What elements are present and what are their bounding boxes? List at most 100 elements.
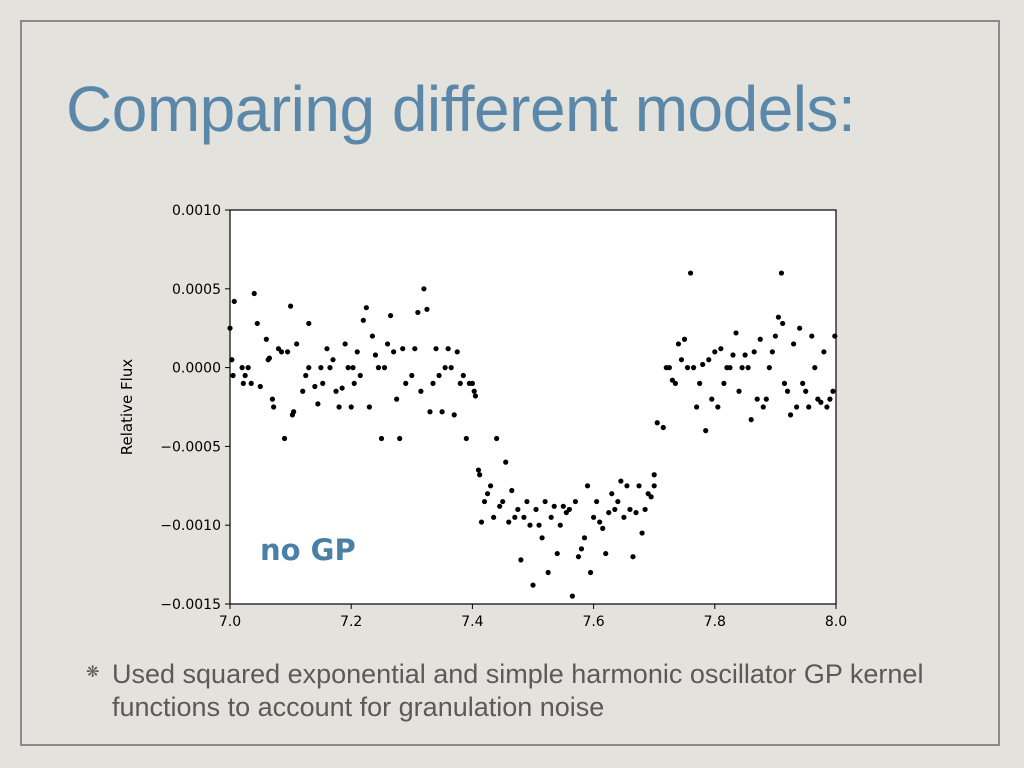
data-point <box>421 286 427 292</box>
data-point <box>336 404 342 410</box>
data-point <box>439 409 445 415</box>
data-point <box>294 341 300 347</box>
data-point <box>636 483 642 489</box>
data-point <box>594 498 600 505</box>
data-point <box>257 383 263 390</box>
data-point <box>240 380 246 386</box>
plot-area <box>229 209 837 605</box>
data-point <box>387 312 394 319</box>
data-point <box>372 352 379 358</box>
data-point <box>630 554 636 560</box>
data-point <box>512 514 518 520</box>
data-point <box>772 333 779 339</box>
data-point <box>318 365 324 371</box>
data-point <box>530 582 536 588</box>
data-point <box>718 346 724 352</box>
data-point <box>730 352 736 358</box>
data-point <box>706 357 712 363</box>
no-gp-annotation: no GP <box>260 533 356 567</box>
data-point <box>812 365 818 371</box>
data-point <box>271 404 277 410</box>
data-point <box>790 341 797 347</box>
data-point <box>384 341 391 347</box>
data-point <box>712 349 718 355</box>
x-tick-label: 7.6 <box>582 614 604 630</box>
data-point <box>436 372 442 379</box>
data-point <box>778 270 785 276</box>
data-point <box>424 306 430 312</box>
data-point <box>639 530 645 536</box>
data-point <box>254 320 260 327</box>
data-point <box>477 472 483 478</box>
x-tick-label: 7.2 <box>340 614 362 630</box>
data-point <box>350 365 356 371</box>
data-point <box>648 494 654 500</box>
data-point <box>800 380 806 386</box>
data-point <box>231 298 237 305</box>
data-point <box>651 472 657 478</box>
data-point <box>766 365 772 371</box>
data-point <box>460 372 466 379</box>
data-point <box>448 365 454 371</box>
data-point <box>442 365 448 371</box>
data-point <box>400 346 406 352</box>
data-point <box>229 357 235 363</box>
data-point <box>324 346 330 352</box>
data-point <box>721 380 727 386</box>
data-point <box>763 396 769 402</box>
data-point <box>769 349 775 355</box>
y-tick-label: −0.0015 <box>160 597 221 613</box>
data-point <box>551 503 557 509</box>
data-point <box>678 357 685 363</box>
data-point <box>748 417 754 423</box>
data-point <box>445 346 451 352</box>
x-axis: 7.0 7.2 7.4 7.6 7.8 8.0 <box>219 604 847 630</box>
data-point <box>515 506 521 513</box>
data-point <box>284 349 291 355</box>
data-point <box>780 320 786 327</box>
data-point <box>278 349 285 355</box>
data-point <box>242 372 248 379</box>
data-point <box>409 372 415 379</box>
data-point <box>781 380 788 386</box>
data-point <box>751 349 757 355</box>
data-point <box>775 314 782 320</box>
data-point <box>403 380 409 386</box>
data-point <box>472 393 479 399</box>
data-point <box>391 349 397 355</box>
data-point <box>320 380 326 386</box>
data-point <box>821 349 827 355</box>
y-tick-label: 0.0005 <box>172 282 221 298</box>
data-point <box>624 483 630 489</box>
data-point <box>366 404 372 410</box>
data-point <box>363 305 369 311</box>
data-point <box>509 487 515 494</box>
data-point <box>794 404 800 410</box>
data-point <box>524 498 530 505</box>
data-point <box>478 519 485 525</box>
data-point <box>809 333 815 339</box>
data-point <box>303 372 309 379</box>
data-point <box>832 333 838 339</box>
data-point <box>578 546 585 552</box>
data-point <box>418 388 424 394</box>
data-point <box>306 365 312 371</box>
data-point <box>471 388 477 394</box>
data-point <box>454 349 460 355</box>
data-point <box>415 309 421 316</box>
data-point <box>615 498 621 505</box>
data-point <box>754 396 760 402</box>
data-point <box>312 383 318 390</box>
data-point <box>542 498 548 505</box>
data-point <box>381 365 388 371</box>
bullet-point: ❋ Used squared exponential and simple ha… <box>86 658 966 724</box>
y-tick-label: −0.0010 <box>160 518 221 534</box>
data-point <box>527 522 533 528</box>
flux-scatter-chart: 0.00100.00050.0000−0.0005−0.0010−0.0015 … <box>118 203 847 630</box>
data-point <box>569 593 575 599</box>
data-point <box>554 550 560 557</box>
x-tick-label: 7.4 <box>461 614 483 630</box>
data-point <box>333 388 339 394</box>
data-point <box>412 346 418 352</box>
data-point <box>451 412 457 418</box>
